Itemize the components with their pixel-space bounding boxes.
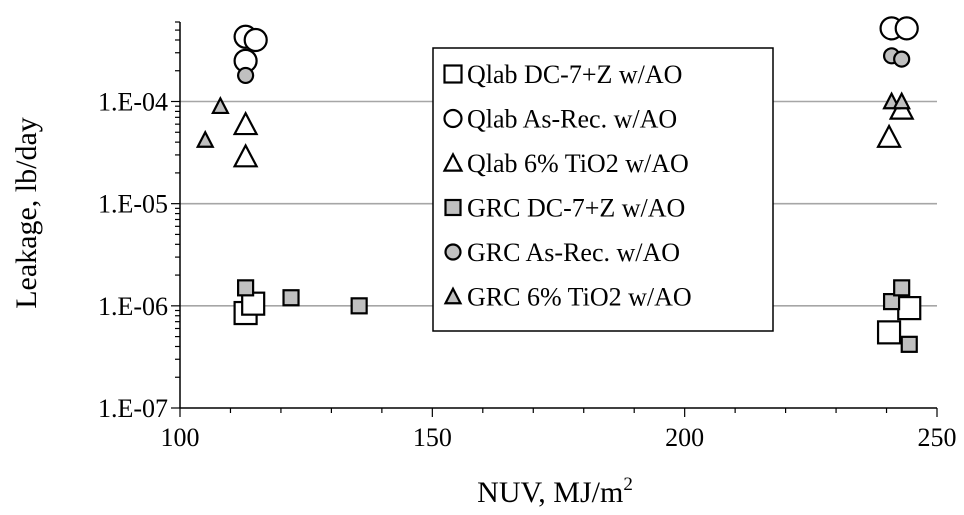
data-points (195, 16, 922, 353)
data-point-square-series-4 (237, 279, 255, 297)
data-point-triangle-series-6 (211, 96, 230, 115)
x-tick-label: 100 (161, 423, 200, 452)
legend-label: GRC 6% TiO2 w/AO (467, 283, 692, 312)
x-axis-label-text: NUV, MJ/m (477, 476, 623, 509)
legend-label: Qlab 6% TiO2 w/AO (467, 149, 689, 178)
y-tick-label: 1.E-06 (98, 292, 168, 321)
x-tick-label: 200 (665, 423, 704, 452)
data-point-circle-series-5 (237, 66, 255, 85)
legend-label: Qlab DC-7+Z w/AO (467, 60, 682, 89)
data-point-circle-series-2 (894, 16, 919, 41)
data-point-square-series-1 (897, 296, 922, 321)
legend-label: Qlab As-Rec. w/AO (467, 105, 677, 134)
data-point-square-series-4 (350, 297, 368, 315)
data-point-circle-series-2 (243, 27, 268, 53)
axes (171, 21, 938, 417)
legend-marker-triangle (442, 151, 464, 172)
legend-label: GRC DC-7+Z w/AO (467, 194, 685, 223)
x-tick-label: 250 (918, 423, 957, 452)
y-tick-label: 1.E-05 (98, 190, 168, 219)
y-tick-label: 1.E-07 (98, 394, 168, 423)
data-point-square-series-4 (893, 279, 911, 297)
data-point-circle-series-5 (893, 50, 911, 68)
x-tick-labels: 100 150 200 250 (161, 423, 957, 452)
data-point-triangle-series-6 (195, 129, 215, 148)
legend-box (432, 47, 774, 332)
legend-marker-square (443, 64, 463, 84)
legend-marker-triangle (443, 286, 463, 305)
legend-marker-square (444, 198, 462, 217)
data-point-square-series-4 (282, 289, 300, 307)
data-point-triangle-series-3 (876, 123, 902, 148)
legend-marker-circle (443, 108, 463, 129)
data-point-square-series-4 (900, 335, 918, 353)
legend-label: GRC As-Rec. w/AO (467, 238, 680, 267)
y-axis-label: Leakage, lb/day (10, 117, 43, 309)
data-point-triangle-series-3 (232, 143, 259, 168)
legend-marker-circle (444, 243, 462, 261)
y-tick-labels: 1.E-07 1.E-06 1.E-05 1.E-04 (98, 88, 168, 423)
data-point-triangle-series-6 (892, 91, 911, 110)
y-tick-label: 1.E-04 (98, 88, 168, 117)
x-axis-label-superscript: 2 (623, 474, 633, 495)
x-tick-label: 150 (413, 423, 452, 452)
legend: Qlab DC-7+Z w/AO Qlab As-Rec. w/AO Qlab 6%… (432, 47, 774, 332)
data-point-triangle-series-3 (232, 110, 259, 136)
data-point-square-series-4 (882, 293, 901, 311)
x-axis-label: NUV, MJ/m2 (477, 474, 633, 509)
data-point-square-series-1 (876, 320, 902, 345)
